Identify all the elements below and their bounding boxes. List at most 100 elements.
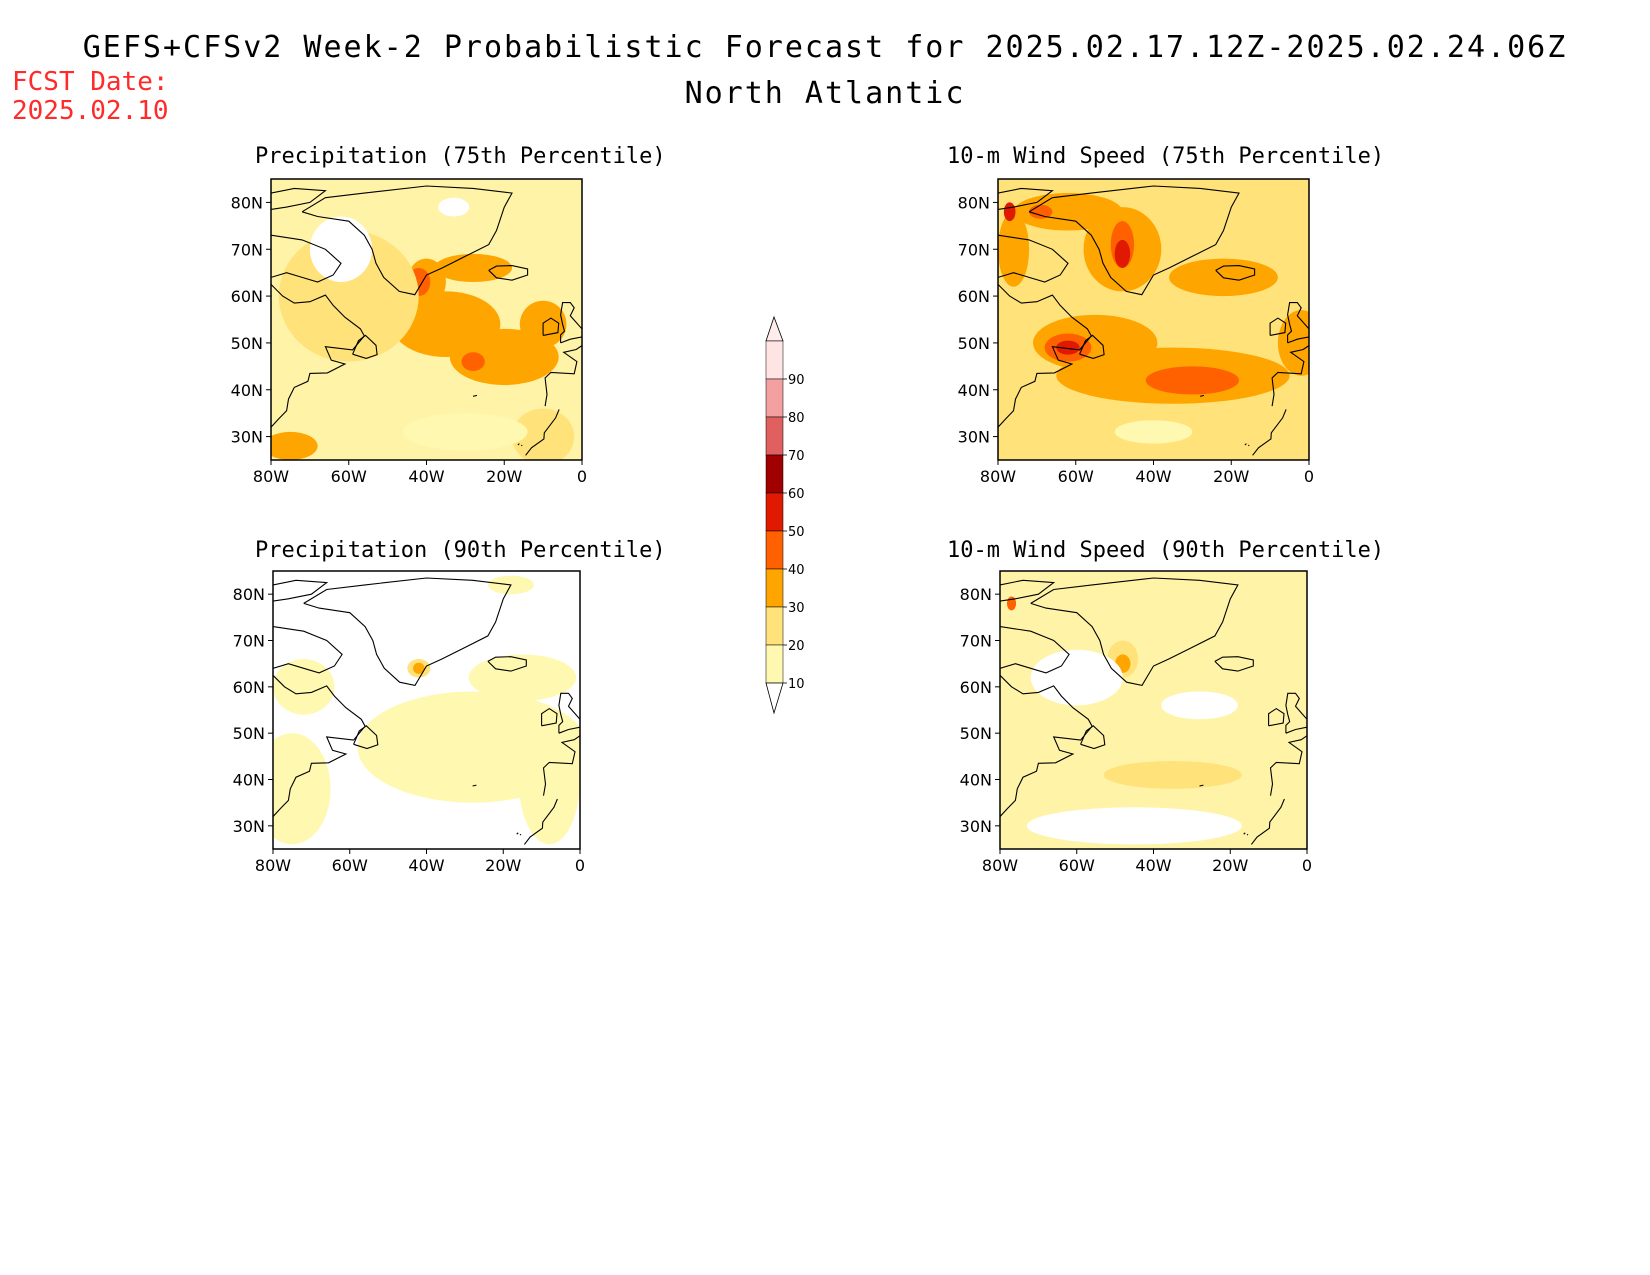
coastline <box>517 443 520 446</box>
lat-tick-label: 60N <box>233 678 265 697</box>
coastline <box>1250 798 1285 845</box>
lon-tick-label: 60W <box>1059 856 1095 875</box>
coastline <box>1285 692 1307 734</box>
lon-tick-label: 0 <box>1304 467 1314 486</box>
lat-tick-label: 80N <box>958 193 990 212</box>
lat-tick-label: 40N <box>958 381 990 400</box>
coastline <box>301 185 513 296</box>
lat-tick-label: 70N <box>233 632 265 651</box>
coastline <box>273 674 366 817</box>
lon-tick-label: 80W <box>253 467 289 486</box>
panel-title-wind-75: 10-m Wind Speed (75th Percentile) <box>947 144 1385 169</box>
coastline <box>303 577 512 687</box>
panel-title-precip-90: Precipitation (90th Percentile) <box>255 538 666 563</box>
lon-tick-label: 0 <box>1302 856 1312 875</box>
probability-contour <box>998 211 1030 287</box>
probability-contour <box>1258 183 1309 222</box>
colorbar-label: 70 <box>788 449 805 464</box>
probability-contour <box>434 253 513 283</box>
lon-tick-label: 0 <box>575 856 585 875</box>
coastline <box>1247 444 1250 447</box>
coastline <box>998 234 1069 283</box>
colorbar-top-extension <box>765 315 784 342</box>
field-background <box>1000 571 1307 849</box>
map-panel-3: 80N 70N 60N 50N 40N 30N 80W 60W 40W 20W 0 <box>233 570 585 875</box>
probability-contour <box>438 197 470 217</box>
coastline <box>1269 317 1287 336</box>
lon-tick-label: 40W <box>1135 467 1171 486</box>
coastline <box>1244 443 1247 446</box>
probability-field <box>273 571 580 849</box>
coastline <box>352 334 378 359</box>
probability-contour <box>468 654 577 701</box>
lon-tick-label: 20W <box>485 856 521 875</box>
coastline <box>525 409 560 456</box>
coastline <box>1252 409 1287 456</box>
lat-tick-label: 70N <box>231 240 263 259</box>
panel-title-wind-90: 10-m Wind Speed (90th Percentile) <box>947 538 1385 563</box>
colorbar: 10 20 30 40 50 60 70 80 90 <box>765 315 805 715</box>
lon-tick-label: 40W <box>408 467 444 486</box>
coastline <box>998 187 1054 210</box>
lon-tick-label: 60W <box>331 467 367 486</box>
coastline <box>1030 577 1239 687</box>
coastline <box>487 656 527 672</box>
coastline <box>271 234 342 283</box>
probability-contour <box>1145 366 1240 395</box>
coastline <box>273 579 329 602</box>
probability-contour <box>1003 202 1016 222</box>
lon-tick-label: 80W <box>255 856 291 875</box>
coastline <box>488 265 529 281</box>
coastline <box>273 626 343 674</box>
lon-tick-label: 20W <box>1213 467 1249 486</box>
coastline <box>472 394 478 397</box>
lon-tick-label: 60W <box>332 856 368 875</box>
coastline <box>353 725 379 750</box>
probability-contour <box>1114 239 1131 268</box>
lat-tick-label: 50N <box>231 334 263 353</box>
coastline <box>1200 394 1205 397</box>
map-panel-1: 80N 70N 60N 50N 40N 30N 80W 60W 40W 20W 0 <box>231 178 587 486</box>
colorbar-label: 30 <box>788 601 805 616</box>
coastline <box>472 784 477 787</box>
coastline <box>1080 725 1106 750</box>
lat-tick-label: 30N <box>958 428 990 447</box>
coastline <box>1000 674 1093 817</box>
forecast-date-value: 2025.02.10 <box>12 96 169 126</box>
lat-tick-label: 50N <box>958 334 990 353</box>
colorbar-swatch <box>765 530 784 570</box>
lat-tick-label: 80N <box>233 585 265 604</box>
probability-contour <box>413 662 425 674</box>
colorbar-swatch <box>765 340 784 380</box>
lat-tick-label: 80N <box>960 585 992 604</box>
coastline <box>1287 302 1309 344</box>
lon-tick-label: 20W <box>486 467 522 486</box>
coastline <box>1214 656 1254 672</box>
coastline <box>542 317 560 336</box>
lon-tick-label: 80W <box>980 467 1016 486</box>
probability-contour <box>1056 340 1080 355</box>
colorbar-swatch <box>765 606 784 646</box>
lon-tick-label: 40W <box>1135 856 1171 875</box>
colorbar-label: 20 <box>788 639 805 654</box>
colorbar-label: 90 <box>788 373 805 388</box>
probability-contour <box>461 352 485 372</box>
probability-contour <box>1114 420 1193 444</box>
colorbar-bottom-extension <box>765 682 784 715</box>
colorbar-swatch <box>765 644 784 684</box>
probability-contour <box>403 413 528 451</box>
colorbar-label: 10 <box>788 677 805 692</box>
lat-tick-label: 40N <box>960 771 992 790</box>
coastline <box>1246 833 1249 836</box>
lat-tick-label: 30N <box>233 817 265 836</box>
forecast-date-label: FCST Date: <box>12 67 169 97</box>
colorbar-label: 50 <box>788 525 805 540</box>
lon-tick-label: 40W <box>408 856 444 875</box>
probability-contour <box>273 733 331 845</box>
probability-field <box>1000 571 1307 849</box>
lon-tick-label: 0 <box>577 467 587 486</box>
colorbar-label: 60 <box>788 487 805 502</box>
probability-contour <box>512 408 575 460</box>
lat-tick-label: 50N <box>233 724 265 743</box>
